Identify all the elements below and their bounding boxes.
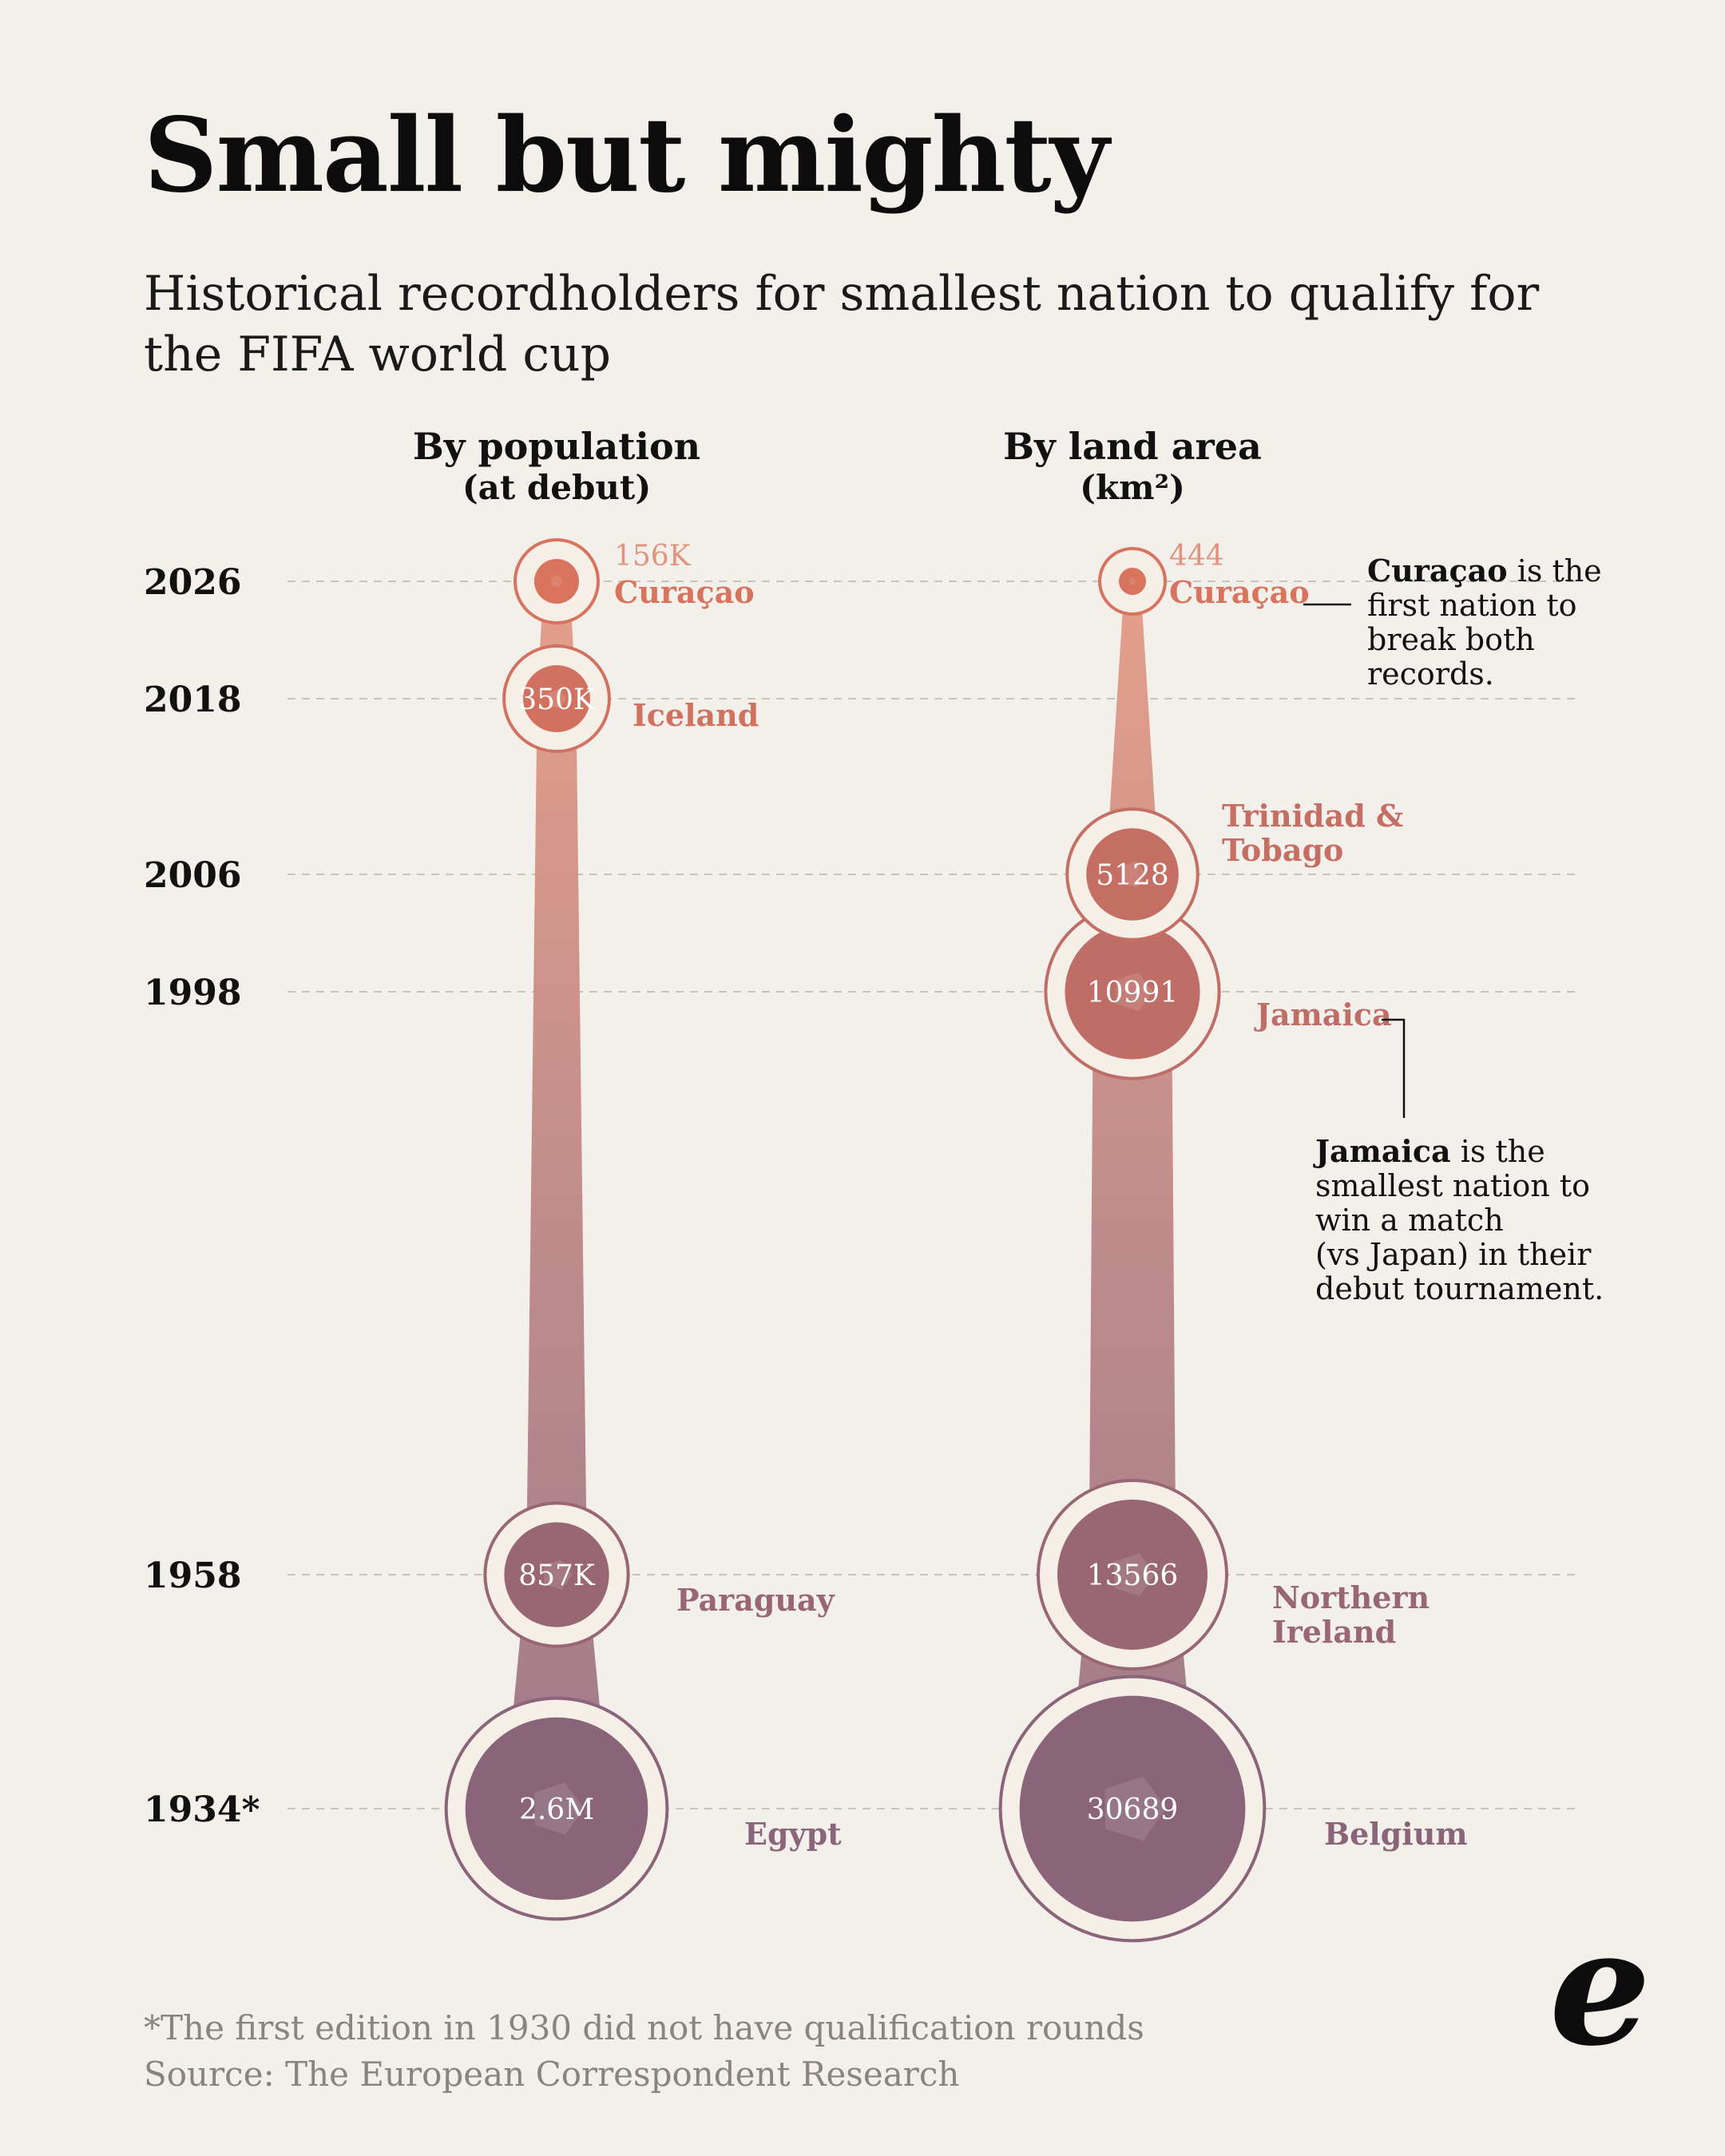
year-label-1934: 1934* [144,1789,260,1830]
panel-title-population: By population [413,425,700,468]
value-label-population-paraguay: 857K [518,1560,596,1592]
bubble-area-cura-ao [1098,547,1167,616]
bubble-outline-area-northern-ireland [1037,1479,1228,1671]
value-label-area-northern-ireland: 13566 [1087,1560,1179,1592]
country-label-area-northern-ireland-line-2: Ireland [1272,1614,1396,1650]
value-label-area-cura-ao: 444 [1169,540,1224,573]
bubble-population-iceland [502,644,611,753]
country-label-population-paraguay: Paraguay [676,1582,835,1618]
value-label-area-jamaica: 10991 [1087,977,1179,1009]
annotation-curacao-line-4: records. [1367,656,1494,692]
country-label-area-trinidad-tobago: Trinidad & [1222,798,1403,834]
bubble-outline-population-egypt [444,1696,669,1921]
bubble-outline-population-iceland [502,644,611,753]
year-label-2006: 2006 [144,855,241,896]
year-label-2026: 2026 [144,562,241,603]
bubble-population-egypt-ball [465,1717,648,1900]
beam-population [503,581,610,1809]
bubble-area-northern-ireland-ball [1057,1500,1208,1650]
ball-texture-population-cura-ao [551,574,564,588]
annotation-jamaica-line-2: smallest nation to [1315,1168,1590,1203]
year-label-1958: 1958 [144,1556,241,1596]
annotation-jamaica-line-3: win a match [1315,1203,1504,1238]
chart-title: Small but mighty [144,96,1109,216]
year-label-2018: 2018 [144,680,241,720]
bubble-area-cura-ao-ball [1119,568,1146,595]
bubble-outline-area-cura-ao [1098,547,1167,616]
bubble-area-belgium-ball [1019,1695,1246,1922]
ball-texture-area-northern-ireland [1113,1553,1156,1596]
value-label-area-trinidad-tobago: 5128 [1096,859,1169,892]
country-label-area-belgium: Belgium [1324,1816,1468,1852]
value-label-population-cura-ao: 156K [614,540,692,573]
country-label-population-egypt: Egypt [744,1816,842,1852]
country-label-population-cura-ao: Curaçao [614,574,755,610]
bubble-population-paraguay-ball [504,1522,609,1627]
value-label-area-belgium: 30689 [1087,1793,1179,1826]
bubble-area-trinidad-tobago-ball [1086,828,1179,921]
bubble-population-paraguay [483,1501,630,1648]
annotation-jamaica-bold: Jamaica [1313,1133,1451,1169]
year-label-1998: 1998 [144,973,241,1013]
panel-population: By population(at debut) 2.6M Egypt 857K Para… [413,425,842,1921]
ball-texture-population-egypt [533,1782,585,1835]
annotation-jamaica-line-4: (vs Japan) in their [1315,1237,1592,1272]
country-label-area-jamaica: Jamaica [1254,997,1392,1032]
ball-texture-area-cura-ao [1128,577,1137,585]
country-label-population-iceland: Iceland [632,697,759,733]
annotation-jamaica-rest: is the [1451,1134,1545,1169]
country-label-area-northern-ireland: Northern [1272,1579,1430,1615]
bubble-outline-area-belgium [998,1674,1267,1943]
ball-texture-population-paraguay [543,1560,573,1590]
value-label-population-egypt: 2.6M [519,1793,594,1826]
annotation-curacao-line-2: first nation to [1367,588,1577,623]
bubble-population-iceland-ball [523,665,590,732]
publisher-logo: e [1549,1894,1652,2082]
panel-subtitle-population: (at debut) [462,468,651,507]
bubble-population-cura-ao-ball [534,559,579,604]
chart-subtitle: Historical recordholders for smallest na… [144,266,1540,382]
annotation-jamaica: Jamaica is the smallest nation to win a ma… [1313,1133,1604,1306]
bubble-outline-area-trinidad-tobago [1065,807,1200,941]
annotation-jamaica-leader [1382,1018,1406,1118]
bubble-area-jamaica-ball [1065,924,1200,1060]
bubble-population-cura-ao [514,538,600,624]
bubble-outline-population-paraguay [483,1501,630,1648]
annotation-jamaica-line-1: Jamaica is the [1313,1133,1545,1169]
annotation-curacao-rest: is the [1508,553,1602,589]
annotation-jamaica-line-5: debut tournament. [1315,1271,1604,1306]
panel-subtitle-area: (km²) [1080,468,1185,507]
bubble-area-trinidad-tobago [1065,807,1200,941]
country-label-area-cura-ao: Curaçao [1169,574,1310,610]
bubble-area-jamaica [1044,903,1221,1080]
ball-texture-area-jamaica [1116,972,1153,1012]
bubble-area-northern-ireland [1037,1479,1228,1671]
source-note: Source: The European Correspondent Resea… [144,2055,960,2094]
ball-texture-area-trinidad-tobago [1120,861,1147,888]
country-label-area-trinidad-tobago-line-2: Tobago [1222,832,1343,868]
footnote: *The first edition in 1930 did not have … [144,2008,1144,2047]
annotation-curacao-bold: Curaçao [1367,553,1508,589]
annotation-curacao-line-1: Curaçao is the [1367,553,1602,589]
annotation-curacao-line-3: break both [1367,622,1535,657]
bubble-area-belgium [998,1674,1267,1943]
bubble-outline-population-cura-ao [514,538,600,624]
ball-texture-area-belgium [1104,1776,1167,1841]
value-label-population-iceland: 350K [518,684,596,716]
panel-area: By land area(km²) 30689 Belgium 13566 Northe… [998,425,1468,1943]
annotation-curacao: Curaçao is the first nation to break both r… [1367,553,1602,692]
panel-title-area: By land area [1003,425,1262,468]
ball-texture-population-iceland [548,688,567,708]
bubble-population-egypt [444,1696,669,1921]
